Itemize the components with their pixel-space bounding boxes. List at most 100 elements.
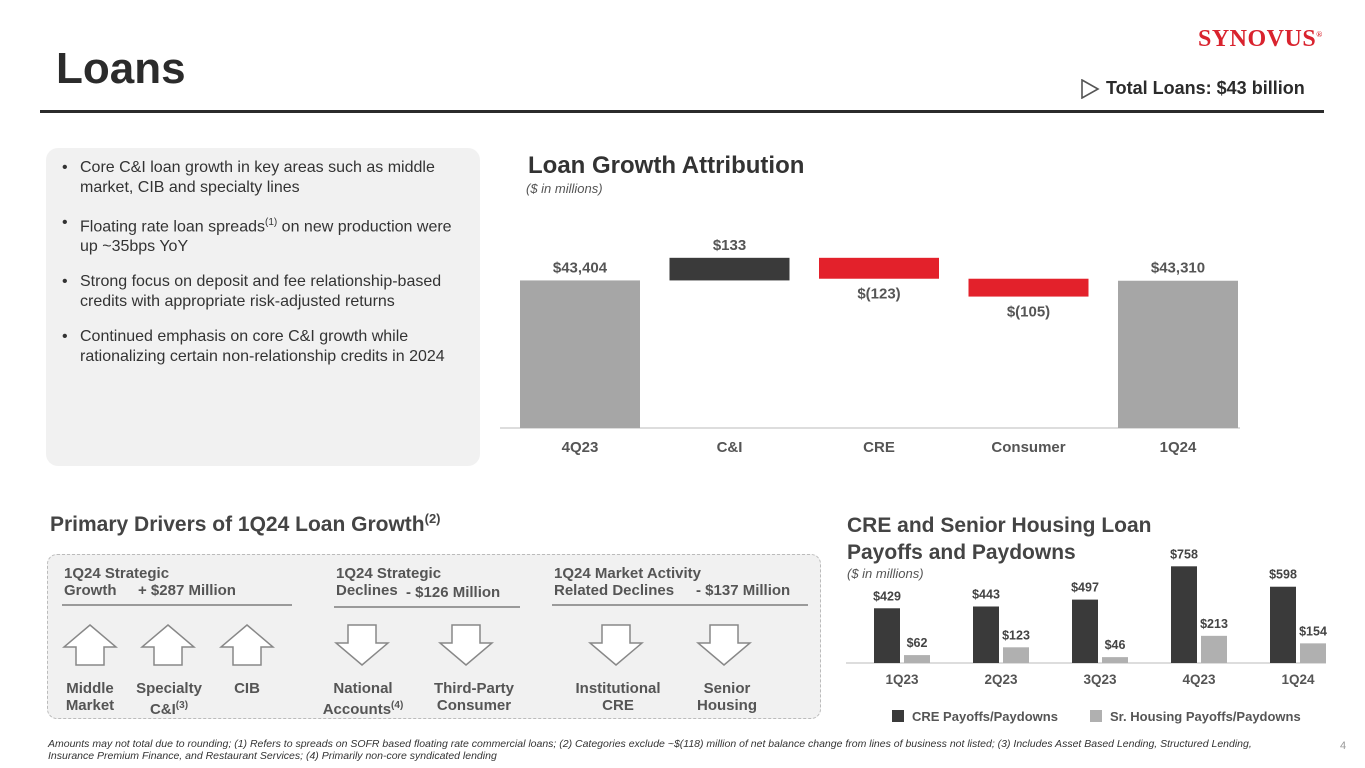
driver-label-line: CRE	[602, 697, 634, 714]
highlights-panel: Core C&I loan growth in key areas such a…	[46, 148, 480, 466]
drivers-title: Primary Drivers of 1Q24 Loan Growth(2)	[50, 511, 441, 537]
cre-value-label: $154	[1299, 624, 1327, 638]
cre-bar-cre	[1072, 599, 1098, 663]
group-divider	[62, 604, 292, 606]
cre-category-label: 2Q23	[984, 672, 1018, 687]
arrow-down-icon	[588, 624, 644, 666]
driver-label-line: Consumer	[436, 697, 512, 714]
play-triangle-icon	[1081, 78, 1100, 99]
bullet-text: Floating rate loan spreads	[80, 218, 265, 236]
logo-text: SYNOVUS	[1198, 26, 1317, 52]
waterfall-subtitle: ($ in millions)	[526, 181, 603, 196]
driver-cib: CIB	[214, 680, 280, 697]
bullet-item: Core C&I loan growth in key areas such a…	[62, 158, 466, 198]
group-market-declines-label: 1Q24 Market Activity Related Declines	[554, 565, 701, 599]
cre-bar-senior-housing	[1003, 647, 1029, 663]
driver-label-line: Middle	[66, 680, 114, 697]
driver-label-line: Specialty	[136, 680, 202, 697]
driver-label-line: Third-Party	[433, 680, 514, 697]
waterfall-bar-3	[968, 278, 1089, 297]
cre-category-label: 4Q23	[1182, 672, 1216, 687]
cre-payoffs-chart: $429 $62 1Q23 $443 $123 2Q23 $497 $46 3Q23 $758 $2…	[846, 547, 1327, 724]
cre-bar-cre	[973, 606, 999, 663]
waterfall-category-label: 4Q23	[562, 439, 599, 456]
group-strategic-growth-label: 1Q24 Strategic Growth	[64, 565, 169, 599]
waterfall-value-label: $(105)	[1007, 304, 1050, 321]
waterfall-category-label: 1Q24	[1160, 439, 1197, 456]
waterfall-value-label: $133	[713, 237, 746, 254]
cre-value-label: $46	[1105, 638, 1126, 652]
cre-bar-senior-housing	[1300, 643, 1326, 663]
driver-label-line: Senior	[703, 680, 751, 697]
waterfall-bar-0	[520, 280, 640, 428]
cre-chart-subtitle: ($ in millions)	[847, 566, 924, 581]
waterfall-value-label: $43,404	[553, 259, 608, 276]
footnote-ref: (2)	[424, 511, 441, 526]
highlights-list: Core C&I loan growth in key areas such a…	[62, 158, 466, 367]
driver-label-line: C&I(3)	[126, 697, 212, 718]
legend-swatch	[1090, 710, 1102, 722]
waterfall-value-label: $(123)	[857, 286, 900, 303]
driver-label-text: C&I	[149, 701, 176, 718]
header-divider	[40, 110, 1324, 113]
driver-label-line: Market	[65, 697, 115, 714]
footnote-ref: (3)	[175, 700, 189, 711]
page-number: 4	[1340, 740, 1347, 752]
group-label-line: Growth	[64, 582, 117, 599]
legend-label: CRE Payoffs/Paydowns	[912, 709, 1058, 724]
cre-value-label: $598	[1269, 568, 1297, 582]
cre-bar-cre	[874, 608, 900, 663]
footnote: Amounts may not total due to rounding; (…	[48, 738, 1252, 762]
page-title: Loans	[56, 44, 186, 93]
cre-bar-cre	[1171, 566, 1197, 663]
group-label-line: 1Q24 Strategic	[336, 565, 442, 582]
arrow-up-icon	[219, 624, 275, 666]
total-loans-text: Total Loans: $43 billion	[1106, 78, 1305, 98]
group-label-line: Declines	[336, 582, 398, 599]
driver-middle-market: Middle Market	[50, 680, 130, 714]
cre-category-label: 1Q23	[885, 672, 919, 687]
footnote-ref: (4)	[391, 700, 404, 711]
arrow-down-icon	[438, 624, 494, 666]
waterfall-category-label: C&I	[717, 439, 743, 456]
group-label-line: 1Q24 Strategic	[64, 565, 170, 582]
cre-category-label: 3Q23	[1083, 672, 1117, 687]
company-logo: SYNOVUS®	[1198, 26, 1323, 53]
waterfall-title: Loan Growth Attribution	[528, 152, 805, 179]
legend-label: Sr. Housing Payoffs/Paydowns	[1110, 709, 1301, 724]
driver-label-line: CIB	[234, 680, 260, 697]
waterfall-bar-1	[669, 257, 790, 281]
cre-chart-title: CRE and Senior Housing Loan Payoffs and …	[847, 514, 1152, 564]
arrow-down-icon	[334, 624, 390, 666]
arrow-up-icon	[62, 624, 118, 666]
group-label-line: 1Q24 Market Activity	[554, 565, 702, 582]
driver-label-line: Institutional	[575, 680, 661, 697]
driver-label-line: Housing	[697, 697, 757, 714]
cre-bar-senior-housing	[1102, 657, 1128, 663]
cre-value-label: $62	[907, 636, 928, 650]
registered-mark: ®	[1316, 30, 1323, 39]
cre-bar-senior-housing	[1201, 635, 1227, 663]
waterfall-bar-2	[819, 257, 939, 279]
driver-institutional-cre: Institutional CRE	[562, 680, 674, 714]
waterfall-value-label: $43,310	[1151, 260, 1205, 277]
waterfall-category-label: Consumer	[991, 439, 1065, 456]
driver-specialty-ci: Specialty C&I(3)	[126, 680, 212, 718]
group-divider	[552, 604, 808, 606]
bullet-text: on new production were up ~35bps YoY	[80, 218, 452, 256]
group-strategic-growth-amount: + $287 Million	[138, 582, 236, 599]
bullet-item: Continued emphasis on core C&I growth wh…	[62, 327, 466, 367]
cre-bar-senior-housing	[904, 655, 930, 663]
driver-label-line: Accounts(4)	[318, 697, 408, 718]
waterfall-category-label: CRE	[863, 439, 895, 456]
arrow-up-icon	[140, 624, 196, 666]
driver-label-line: National	[333, 680, 393, 697]
cre-bar-cre	[1270, 586, 1296, 663]
cre-value-label: $429	[873, 589, 901, 603]
group-strategic-declines-amount: - $126 Million	[406, 584, 501, 601]
driver-national-accounts: National Accounts(4)	[318, 680, 408, 718]
driver-third-party-consumer: Third-Party Consumer	[418, 680, 530, 714]
group-market-declines-amount: - $137 Million	[696, 582, 791, 599]
waterfall-bar-4	[1118, 280, 1238, 428]
cre-value-label: $497	[1071, 581, 1099, 595]
